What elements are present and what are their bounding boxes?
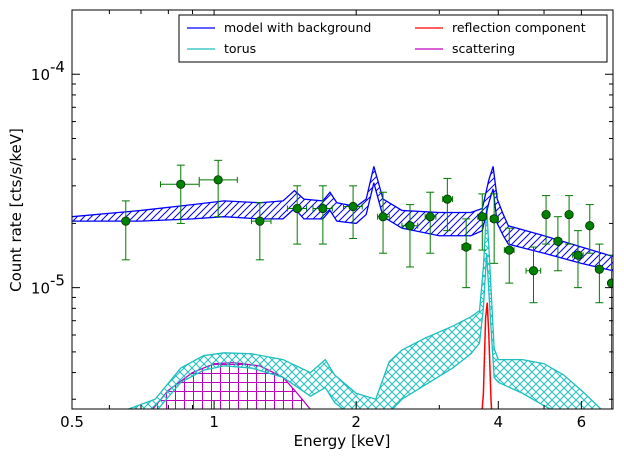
data-point-5: [312, 185, 333, 245]
data-point-1: [160, 164, 200, 224]
data-point-11: [461, 218, 472, 289]
data-marker: [425, 212, 435, 222]
data-marker: [504, 245, 514, 255]
data-point-6: [343, 185, 363, 239]
x-tick-label: 4: [494, 413, 504, 431]
data-marker: [585, 221, 595, 231]
x-axis-label: Energy [keV]: [294, 432, 391, 450]
data-point-16: [541, 195, 551, 245]
legend-label-model: model with background: [224, 20, 371, 35]
data-marker: [553, 236, 563, 246]
data-point-4: [286, 185, 308, 245]
data-marker: [405, 221, 415, 231]
data-marker: [255, 216, 265, 226]
x-tick-label: 6: [577, 413, 587, 431]
reflection-line: [481, 302, 493, 409]
x-tick-label: 2: [351, 413, 361, 431]
data-marker: [573, 250, 583, 260]
y-tick-label-exponent: -4: [50, 58, 65, 76]
data-point-10: [442, 177, 454, 232]
data-marker: [489, 214, 499, 224]
data-point-7: [377, 191, 390, 254]
ticks: 0.5 1 2 4 610-510-4: [31, 9, 614, 431]
series-reflection: [481, 302, 493, 409]
legend-label-reflection: reflection component: [452, 20, 586, 35]
plot-area: [72, 159, 613, 409]
data-marker: [442, 194, 452, 204]
data-point-18: [564, 195, 574, 245]
legend: model with background reflection compone…: [178, 14, 608, 63]
data-point-9: [424, 191, 437, 254]
data-point-22: [606, 254, 613, 409]
data-point-8: [401, 204, 419, 268]
y-tick-label: 10: [31, 280, 50, 298]
data-point-15: [525, 246, 542, 304]
legend-box: [178, 14, 608, 63]
data-marker: [594, 264, 604, 274]
data-point-14: [503, 227, 515, 284]
model-upper-line: [72, 166, 613, 258]
series-torus: [126, 206, 602, 409]
torus-upper-line: [126, 206, 602, 409]
data-marker: [318, 203, 328, 214]
series-model: [72, 166, 613, 272]
y-tick-label-exponent: -5: [50, 272, 65, 290]
axes-frame: [71, 9, 614, 410]
data-point-3: [250, 202, 272, 261]
model-lower-line: [72, 182, 613, 272]
data-point-20: [585, 204, 595, 254]
x-tick-label: 0.5: [60, 413, 84, 431]
data-point-17: [553, 216, 563, 272]
y-axis-label: Count rate [cts/s/keV]: [7, 128, 25, 292]
data-marker: [176, 179, 186, 189]
data-marker: [541, 209, 551, 220]
data-marker: [213, 175, 223, 185]
data-marker: [606, 278, 613, 288]
data-point-21: [594, 243, 604, 304]
legend-label-scattering: scattering: [452, 41, 515, 56]
data-marker: [528, 266, 539, 276]
data-marker: [461, 242, 471, 252]
data-marker: [378, 212, 388, 222]
data-point-12: [477, 193, 488, 251]
x-tick-label: 1: [209, 413, 219, 431]
data-marker: [292, 203, 302, 214]
torus-band-fill: [128, 206, 601, 409]
legend-label-torus: torus: [224, 41, 256, 56]
torus-lower-line: [157, 253, 552, 409]
data-marker: [564, 209, 574, 220]
y-tick-label: 10: [31, 66, 50, 84]
model-band-fill: [72, 166, 613, 271]
data-marker: [121, 216, 131, 226]
data-point-0: [121, 200, 131, 261]
data-marker: [348, 201, 358, 212]
data-point-13: [489, 193, 499, 264]
data-point-19: [572, 230, 584, 289]
data-point-2: [198, 159, 238, 218]
data-points: [121, 159, 613, 409]
data-marker: [477, 212, 487, 222]
